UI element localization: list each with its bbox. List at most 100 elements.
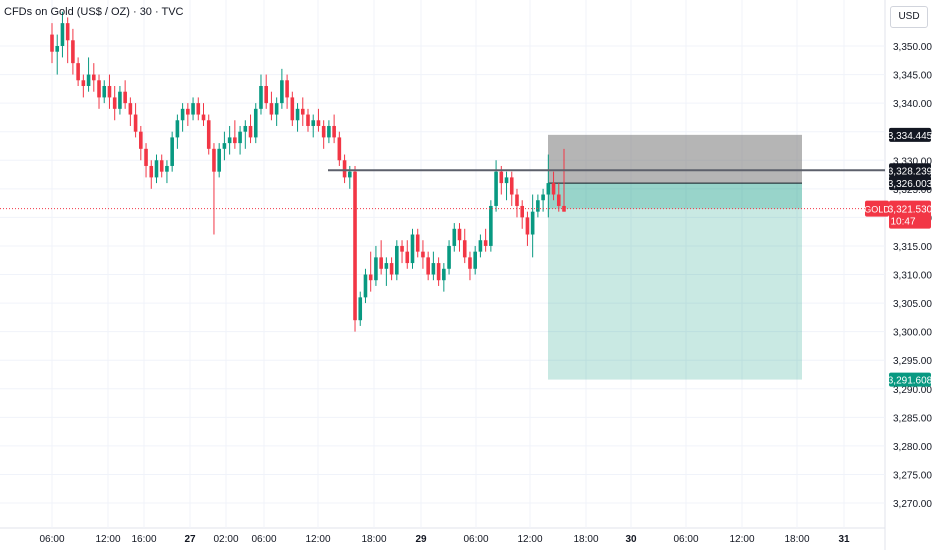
candle bbox=[530, 194, 535, 258]
candle-body bbox=[112, 97, 117, 109]
candle-body bbox=[389, 263, 394, 275]
candle bbox=[321, 120, 326, 149]
candle-body bbox=[107, 85, 112, 98]
price-axis[interactable]: 3,350.0003,345.0003,340.0003,335.0003,33… bbox=[864, 42, 932, 510]
candle-body bbox=[159, 160, 164, 172]
candle-body bbox=[149, 165, 154, 178]
time-tick-label: 29 bbox=[415, 534, 427, 545]
candle-body bbox=[227, 137, 232, 144]
candle bbox=[415, 228, 420, 258]
time-tick-label: 12:00 bbox=[729, 534, 754, 545]
time-tick-label: 31 bbox=[838, 534, 850, 545]
price-tick-label: 3,275.000 bbox=[893, 470, 932, 481]
long-position-tool[interactable] bbox=[548, 134, 802, 380]
candle bbox=[253, 103, 258, 144]
candle bbox=[165, 160, 169, 184]
candle bbox=[123, 80, 127, 109]
candle bbox=[274, 97, 279, 126]
candle-body bbox=[462, 240, 467, 258]
axis-price-label[interactable]: 3,326.003 bbox=[888, 176, 932, 191]
axis-price-label[interactable]: 3,291.608 bbox=[888, 372, 932, 387]
candle-body bbox=[274, 103, 279, 115]
candle-body bbox=[442, 268, 446, 281]
candle bbox=[180, 103, 185, 132]
candle bbox=[515, 188, 519, 218]
candle bbox=[238, 125, 242, 155]
price-lines[interactable] bbox=[0, 169, 885, 210]
symbol-tag-bg bbox=[865, 200, 889, 217]
time-tick-label: 12:00 bbox=[95, 534, 120, 545]
currency-button[interactable]: USD bbox=[890, 6, 928, 28]
candle bbox=[212, 143, 216, 235]
time-tick-label: 06:00 bbox=[251, 534, 276, 545]
candle-body bbox=[515, 194, 519, 206]
candle-body bbox=[290, 97, 295, 121]
price-tick-label: 3,305.000 bbox=[893, 299, 932, 310]
candle-body bbox=[71, 40, 75, 64]
candle bbox=[462, 228, 467, 264]
candle bbox=[217, 143, 221, 178]
candle-body bbox=[415, 234, 420, 252]
candle-body bbox=[316, 120, 321, 126]
candle-body bbox=[384, 263, 389, 269]
candle bbox=[280, 68, 284, 109]
candle bbox=[379, 240, 383, 275]
axis-price-label-text: 3,334.445 bbox=[888, 131, 932, 142]
candle bbox=[285, 74, 289, 109]
candle-body bbox=[342, 160, 347, 178]
candle bbox=[473, 245, 477, 275]
candle bbox=[227, 125, 232, 155]
candle bbox=[311, 114, 316, 138]
candle bbox=[489, 200, 493, 252]
axis-price-label-text: 3,326.003 bbox=[888, 179, 932, 190]
candle bbox=[358, 291, 363, 326]
candle-body bbox=[165, 165, 169, 172]
axis-price-label[interactable]: 3,334.445 bbox=[888, 127, 932, 142]
candle-body bbox=[123, 91, 127, 104]
price-tick-label: 3,310.000 bbox=[893, 271, 932, 282]
time-tick-label: 30 bbox=[625, 534, 637, 545]
candle bbox=[525, 211, 530, 246]
candle-body bbox=[306, 114, 310, 126]
take-profit-zone[interactable] bbox=[548, 183, 802, 380]
candle bbox=[447, 240, 451, 275]
time-tick-label: 18:00 bbox=[784, 534, 809, 545]
candle-body bbox=[504, 177, 509, 184]
symbol-tag-text: GOLD bbox=[864, 205, 890, 215]
price-tick-label: 3,295.000 bbox=[893, 356, 932, 367]
price-tick-label: 3,300.000 bbox=[893, 328, 932, 339]
time-axis[interactable]: 06:00 12:00 16:00 27 02:00 06:00 12:00 18:00 29 0… bbox=[39, 534, 850, 545]
axis-price-label[interactable]: 3,328.239 bbox=[888, 163, 932, 178]
candle-body bbox=[248, 125, 253, 138]
candle-body bbox=[170, 137, 174, 166]
candle-body bbox=[118, 91, 122, 109]
candle-body bbox=[217, 148, 221, 172]
candle bbox=[133, 103, 138, 138]
axis-price-label-text: 3,328.239 bbox=[888, 166, 932, 177]
axis-price-label-text: 3,291.608 bbox=[888, 376, 932, 387]
candle-body bbox=[436, 263, 441, 281]
last-price-text: 3,321.530 bbox=[888, 205, 932, 216]
candle-body bbox=[468, 257, 472, 269]
stop-loss-zone[interactable] bbox=[548, 134, 802, 184]
candle bbox=[504, 171, 509, 201]
candle-body bbox=[520, 205, 525, 218]
candle-body bbox=[238, 131, 242, 144]
candle bbox=[107, 74, 112, 109]
candle bbox=[400, 240, 404, 264]
candle-body bbox=[139, 131, 143, 149]
candle bbox=[243, 120, 248, 149]
time-tick-label: 16:00 bbox=[131, 534, 156, 545]
candle-body bbox=[201, 114, 206, 121]
candle bbox=[175, 114, 180, 149]
candle-body bbox=[421, 251, 425, 258]
time-tick-label: 18:00 bbox=[573, 534, 598, 545]
candle-body bbox=[509, 177, 514, 195]
candle-body bbox=[374, 257, 378, 281]
price-tick-label: 3,285.000 bbox=[893, 413, 932, 424]
candle bbox=[332, 114, 336, 144]
candle bbox=[483, 228, 488, 252]
